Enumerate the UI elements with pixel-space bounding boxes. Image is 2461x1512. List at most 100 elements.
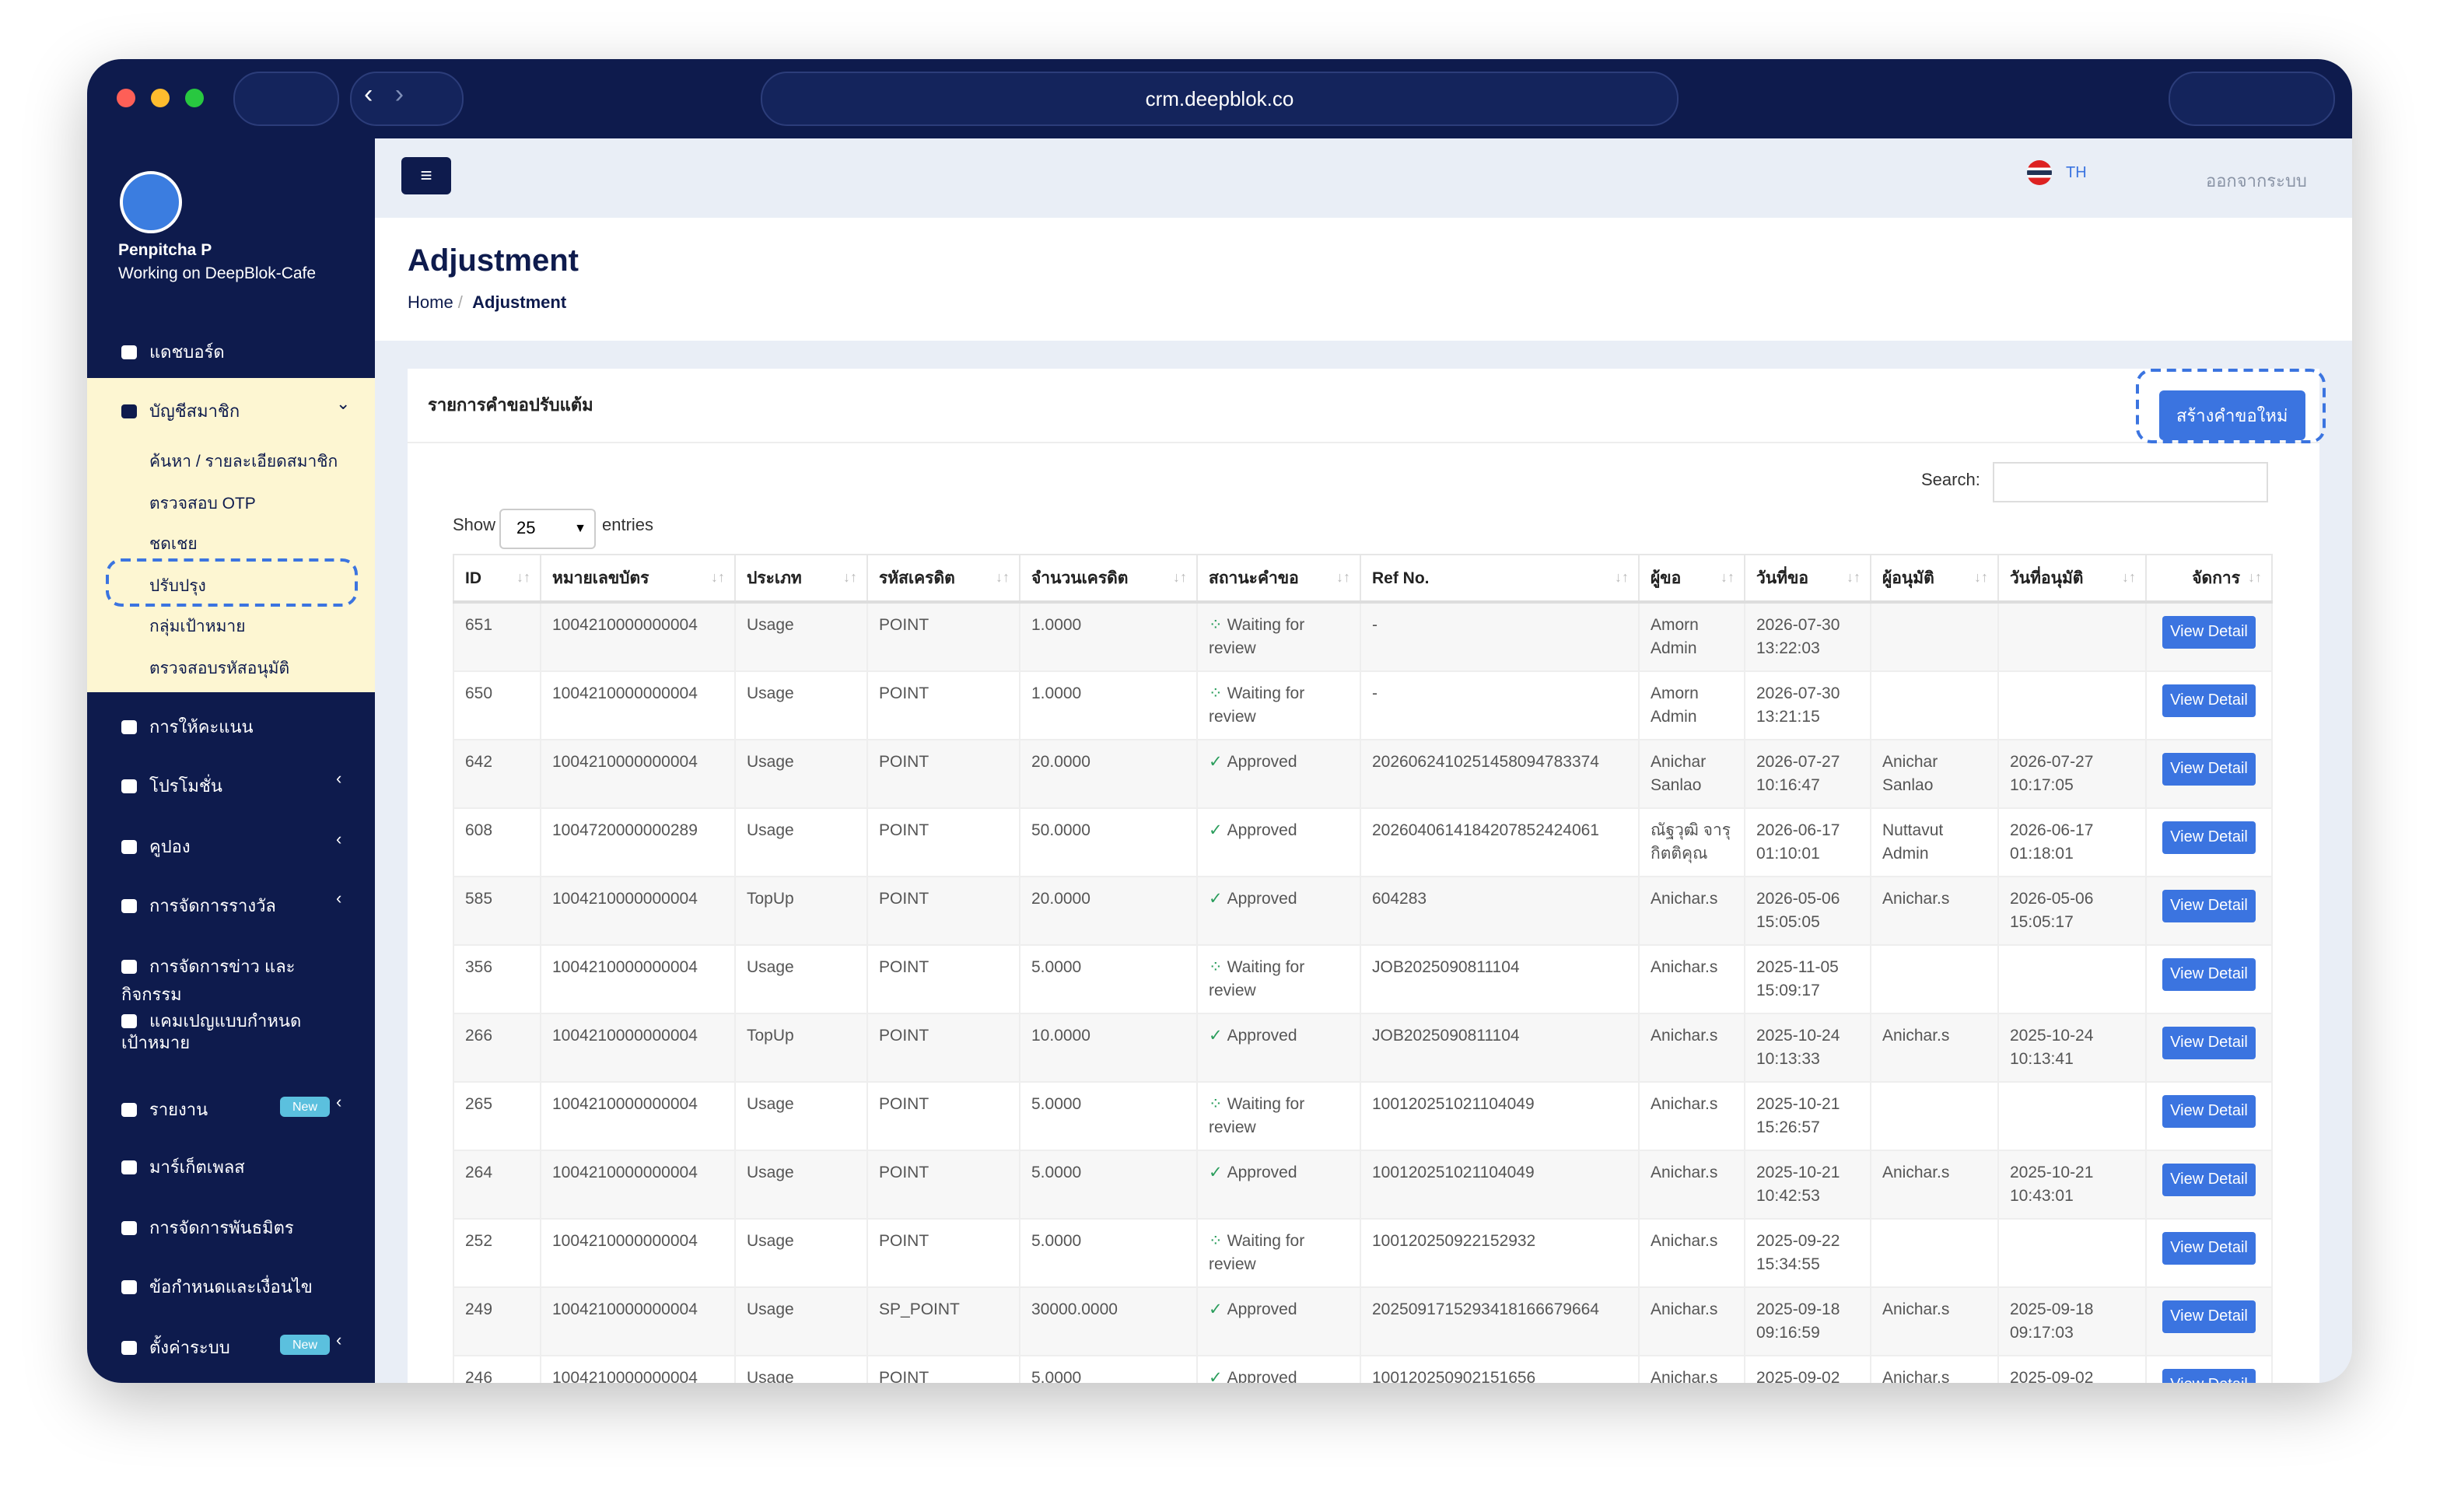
menu-item[interactable]: รายงาน (121, 1095, 355, 1123)
table-cell: View Detail (2145, 1149, 2273, 1219)
table-row: 642 1004210000000004 Usage POINT 20.0000 ✓ App… (453, 738, 2273, 808)
table-cell: 2025091715293418166679664 (1360, 1286, 1640, 1356)
breadcrumb-current: Adjustment (472, 294, 567, 313)
table-cell: ✓ Approved (1196, 1149, 1361, 1219)
view-detail-button[interactable]: View Detail (2162, 684, 2256, 716)
table-row: 252 1004210000000004 Usage POINT 5.0000 ⁘ Wait… (453, 1217, 2273, 1287)
column-header[interactable]: ผู้ขอ ↓↑ (1638, 554, 1745, 604)
column-header[interactable]: วันที่อนุมัติ ↓↑ (1997, 554, 2147, 604)
view-detail-button[interactable]: View Detail (2162, 1026, 2256, 1059)
table-cell: 246 (453, 1354, 541, 1383)
menu-icon (121, 1014, 137, 1028)
menu-toggle[interactable]: ≡ (401, 157, 451, 194)
logout[interactable]: ออกจากระบบ (2206, 173, 2307, 191)
address-bar[interactable]: crm.deepblok.co (761, 72, 1679, 126)
menu-item[interactable]: โปรโมชั่น (121, 772, 355, 800)
browser-actions[interactable] (2169, 72, 2335, 126)
search-input[interactable] (1993, 462, 2268, 502)
table-cell: View Detail (2145, 1354, 2273, 1383)
table-cell: Anichar.s (1870, 1354, 1999, 1383)
cell-text: POINT (879, 752, 929, 771)
menu-item[interactable]: ข้อกำหนดและเงื่อนไข (121, 1272, 355, 1300)
cell-text: 2025-09-02 (2010, 1368, 2094, 1383)
table-cell: 2026-07-27 10:16:47 (1744, 738, 1871, 808)
view-detail-button[interactable]: View Detail (2162, 1368, 2256, 1383)
menu-item[interactable]: แคมเปญแบบกำหนดเป้าหมาย (121, 1011, 324, 1055)
breadcrumb: Home / Adjustment (408, 294, 567, 313)
menu-item[interactable]: ตั้งค่าระบบ (121, 1333, 355, 1361)
cell-text: Anichar.s (1882, 1300, 1950, 1318)
menu-label: แดชบอร์ด (149, 344, 225, 362)
table-cell: View Detail (2145, 807, 2273, 877)
column-header[interactable]: ประเภท ↓↑ (734, 554, 868, 604)
column-header[interactable]: จัดการ ↓↑ (2145, 554, 2273, 604)
nav-buttons[interactable] (350, 72, 464, 126)
menu-item[interactable]: คูปอง (121, 832, 355, 860)
table-cell: 264 (453, 1149, 541, 1219)
table-cell: Anichar.s (1870, 1149, 1999, 1219)
minimize-button[interactable] (151, 89, 170, 107)
menu-item[interactable]: มาร์เก็ตเพลส (121, 1153, 355, 1181)
submenu-item[interactable]: ค้นหา / รายละเอียดสมาชิก (149, 453, 338, 471)
view-detail-button[interactable]: View Detail (2162, 957, 2256, 990)
language[interactable]: TH (2066, 165, 2087, 182)
column-header[interactable]: วันที่ขอ ↓↑ (1744, 554, 1871, 604)
view-detail-button[interactable]: View Detail (2162, 1094, 2256, 1127)
menu-item[interactable]: การจัดการข่าว และ กิจกรรม (121, 952, 355, 1008)
sidebar-toggle[interactable] (233, 72, 339, 126)
menu-icon (121, 345, 137, 359)
table-cell: 1004210000000004 (540, 1080, 736, 1150)
view-detail-button[interactable]: View Detail (2162, 1231, 2256, 1264)
column-header[interactable]: ผู้อนุมัติ ↓↑ (1870, 554, 1999, 604)
table-cell: ✓ Approved (1196, 1354, 1361, 1383)
view-detail-button[interactable]: View Detail (2162, 752, 2256, 785)
table-cell: 2026-06-17 01:10:01 (1744, 807, 1871, 877)
table-cell (1870, 1217, 1999, 1287)
menu-item[interactable]: แดชบอร์ด (121, 338, 355, 366)
avatar (120, 171, 182, 233)
menu-item[interactable]: บัญชีสมาชิก (121, 397, 355, 425)
column-header[interactable]: จำนวนเครดิต ↓↑ (1019, 554, 1198, 604)
table-cell: Anichar.s (1870, 1012, 1999, 1082)
view-detail-button[interactable]: View Detail (2162, 821, 2256, 853)
submenu-item[interactable]: ชดเชย (149, 535, 198, 554)
workspace: Working on DeepBlok-Cafe (118, 264, 317, 283)
column-header[interactable]: Ref No. ↓↑ (1360, 554, 1640, 604)
page-size-select[interactable]: 25 ▼ (499, 509, 596, 549)
cell-text: Amorn Admin (1651, 616, 1699, 658)
close-button[interactable] (117, 89, 135, 107)
submenu-item[interactable]: ตรวจสอบ OTP (149, 495, 256, 513)
table-cell: Usage (734, 601, 868, 671)
table-cell: POINT (866, 738, 1020, 808)
view-detail-button[interactable]: View Detail (2162, 616, 2256, 649)
create-button[interactable]: สร้างคำขอใหม่ (2159, 390, 2305, 440)
cell-text: 2026-07-27 10:16:47 (1756, 752, 1840, 794)
column-header[interactable]: รหัสเครดิต ↓↑ (866, 554, 1020, 604)
menu-item[interactable]: การให้คะแนน (121, 712, 355, 740)
view-detail-button[interactable]: View Detail (2162, 889, 2256, 922)
table-cell: 1004210000000004 (540, 1149, 736, 1219)
submenu-item[interactable]: ปรับปรุง (149, 577, 206, 596)
url: crm.deepblok.co (1145, 87, 1294, 110)
submenu-item[interactable]: กลุ่มเป้าหมาย (149, 618, 246, 636)
cell-text: Usage (747, 1163, 794, 1181)
cell-text: 608 (465, 821, 493, 839)
cell-text: Usage (747, 684, 794, 702)
column-header[interactable]: หมายเลขบัตร ↓↑ (540, 554, 736, 604)
column-header[interactable]: สถานะคำขอ ↓↑ (1196, 554, 1361, 604)
view-detail-button[interactable]: View Detail (2162, 1163, 2256, 1195)
submenu-item[interactable]: ตรวจสอบรหัสอนุมัติ (149, 660, 290, 678)
breadcrumb-link[interactable]: Home (408, 294, 453, 313)
column-header[interactable]: ID ↓↑ (453, 554, 541, 604)
menu-icon (121, 1160, 137, 1174)
table-cell: 1004210000000004 (540, 738, 736, 808)
menu-item[interactable]: การจัดการพันธมิตร (121, 1213, 355, 1241)
view-detail-button[interactable]: View Detail (2162, 1300, 2256, 1332)
table-cell: 1004210000000004 (540, 1354, 736, 1383)
menu-item[interactable]: การจัดการรางวัล (121, 891, 355, 919)
zoom-button[interactable] (185, 89, 204, 107)
highlight (2136, 369, 2326, 443)
table-cell: 2025-09-02 (1744, 1354, 1871, 1383)
cell-text: Anichar.s (1651, 1094, 1718, 1113)
cell-text: 1004210000000004 (552, 889, 698, 908)
